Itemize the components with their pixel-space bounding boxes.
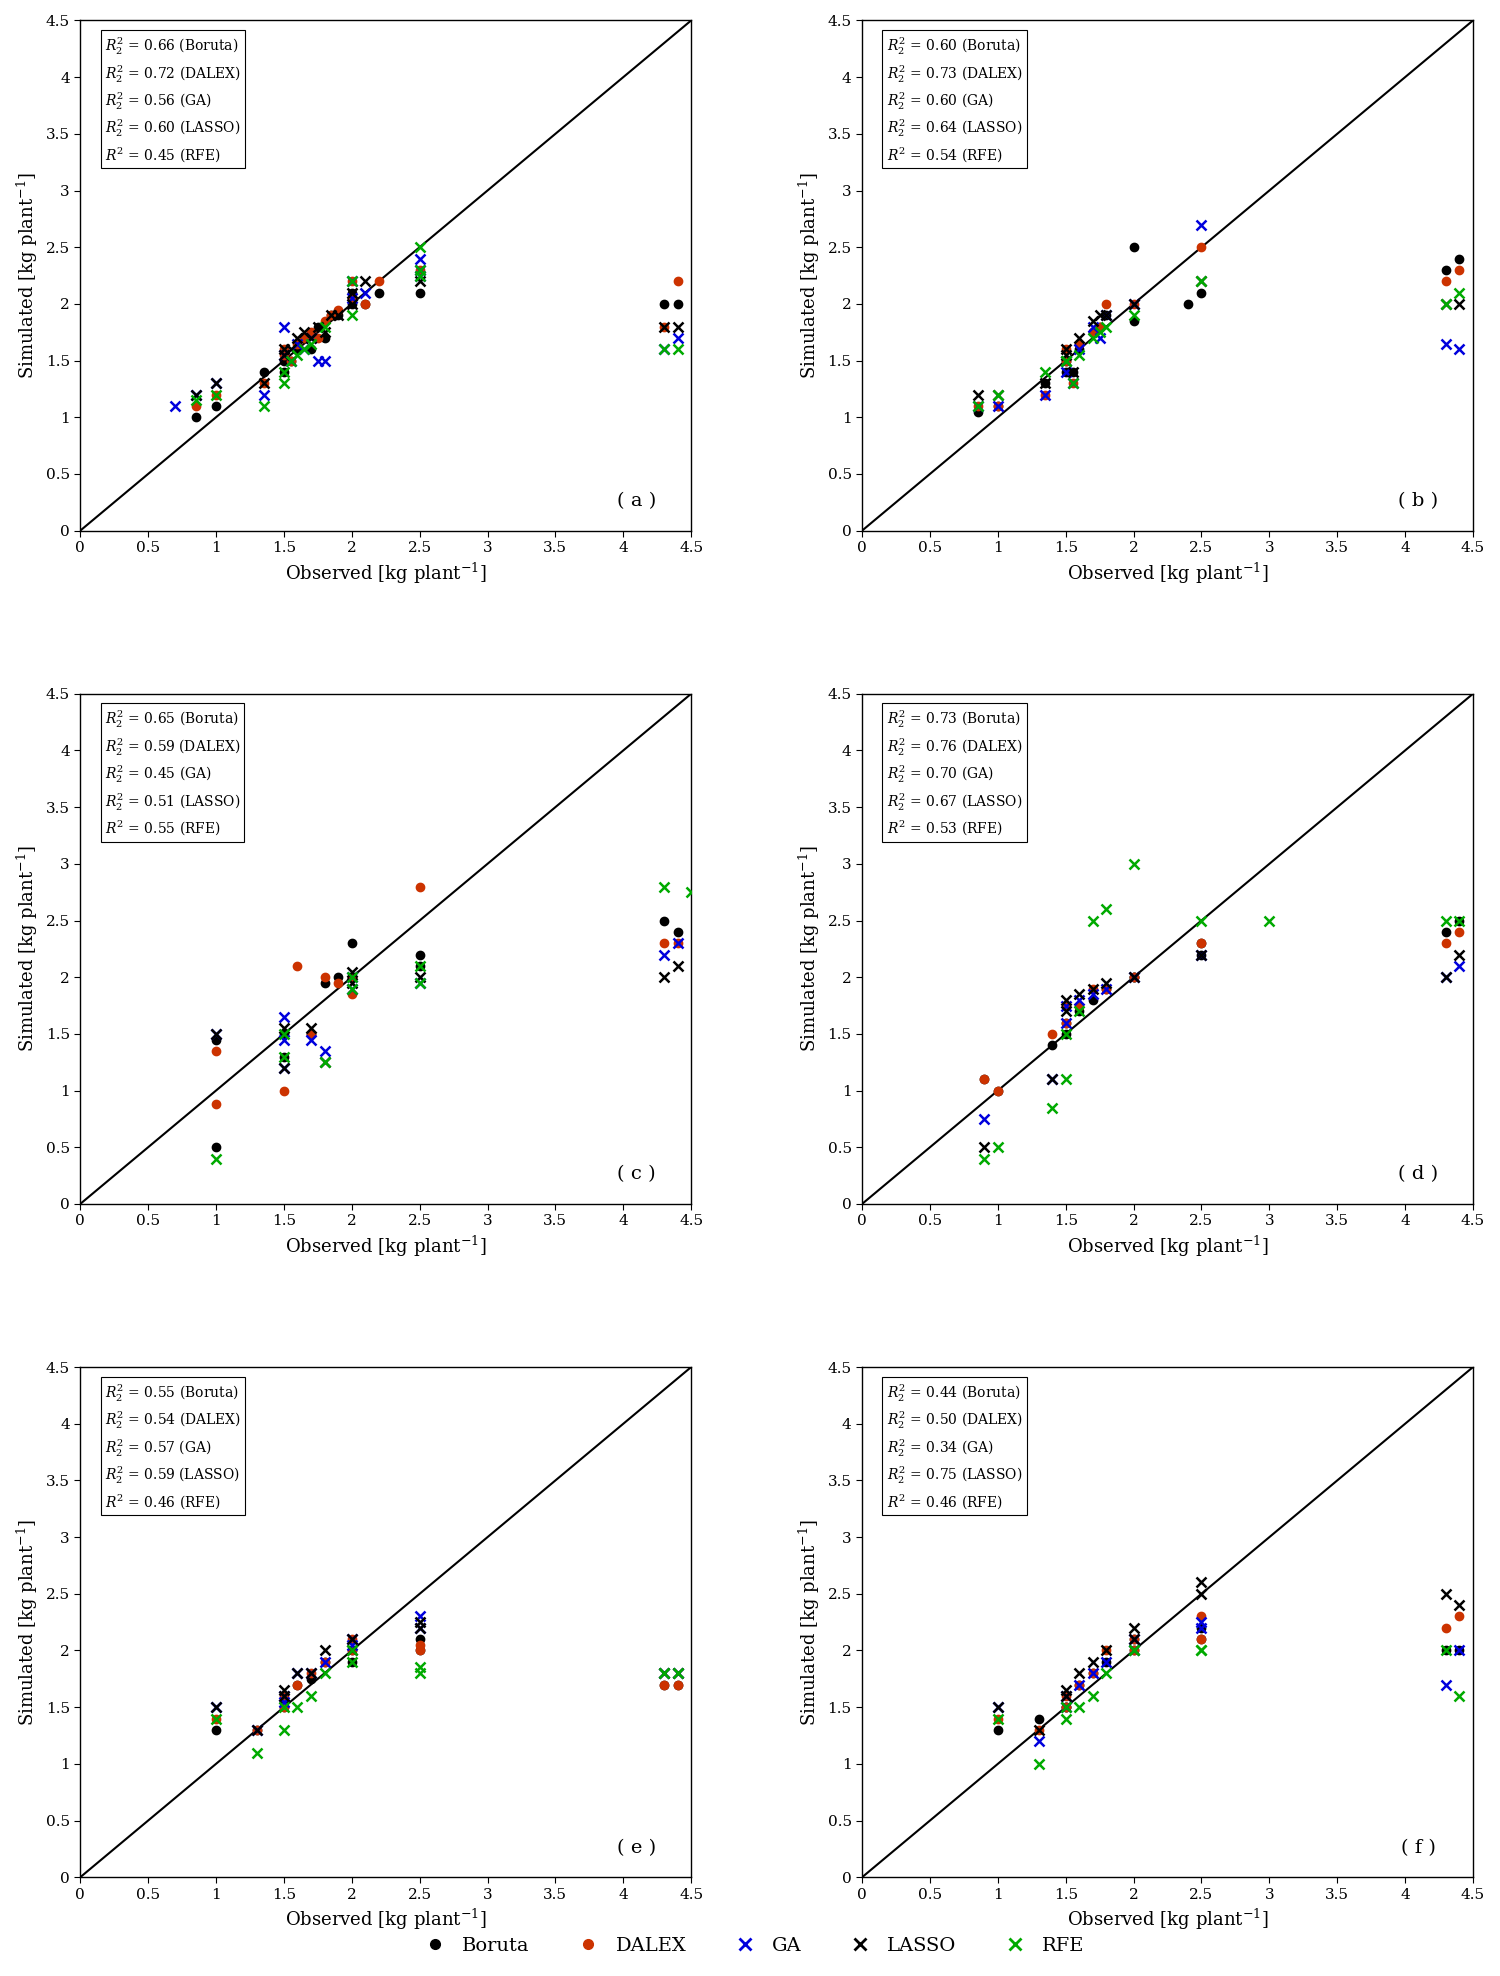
Text: ( e ): ( e ) — [616, 1840, 656, 1857]
Text: $R_2^2$ = 0.65 (Boruta)
$R_2^2$ = 0.59 (DALEX)
$R_2^2$ = 0.45 (GA)
$R_2^2$ = 0.5: $R_2^2$ = 0.65 (Boruta) $R_2^2$ = 0.59 (… — [105, 709, 240, 838]
Legend: Boruta, DALEX, GA, LASSO, RFE: Boruta, DALEX, GA, LASSO, RFE — [408, 1929, 1092, 1962]
Text: $R_2^2$ = 0.44 (Boruta)
$R_2^2$ = 0.50 (DALEX)
$R_2^2$ = 0.34 (GA)
$R_2^2$ = 0.7: $R_2^2$ = 0.44 (Boruta) $R_2^2$ = 0.50 (… — [886, 1383, 1023, 1512]
Y-axis label: Simulated [kg plant$^{-1}$]: Simulated [kg plant$^{-1}$] — [15, 846, 40, 1053]
Y-axis label: Simulated [kg plant$^{-1}$]: Simulated [kg plant$^{-1}$] — [15, 1520, 40, 1725]
Text: ( c ): ( c ) — [616, 1166, 656, 1184]
Y-axis label: Simulated [kg plant$^{-1}$]: Simulated [kg plant$^{-1}$] — [15, 172, 40, 379]
X-axis label: Observed [kg plant$^{-1}$]: Observed [kg plant$^{-1}$] — [285, 561, 486, 585]
Text: ( a ): ( a ) — [616, 492, 656, 510]
X-axis label: Observed [kg plant$^{-1}$]: Observed [kg plant$^{-1}$] — [285, 1233, 486, 1259]
Text: ( f ): ( f ) — [1401, 1840, 1435, 1857]
Text: $R_2^2$ = 0.60 (Boruta)
$R_2^2$ = 0.73 (DALEX)
$R_2^2$ = 0.60 (GA)
$R_2^2$ = 0.6: $R_2^2$ = 0.60 (Boruta) $R_2^2$ = 0.73 (… — [886, 36, 1023, 164]
Text: $R_2^2$ = 0.66 (Boruta)
$R_2^2$ = 0.72 (DALEX)
$R_2^2$ = 0.56 (GA)
$R_2^2$ = 0.6: $R_2^2$ = 0.66 (Boruta) $R_2^2$ = 0.72 (… — [105, 36, 242, 164]
Text: ( b ): ( b ) — [1398, 492, 1438, 510]
Y-axis label: Simulated [kg plant$^{-1}$]: Simulated [kg plant$^{-1}$] — [796, 846, 822, 1053]
Text: $R_2^2$ = 0.55 (Boruta)
$R_2^2$ = 0.54 (DALEX)
$R_2^2$ = 0.57 (GA)
$R_2^2$ = 0.5: $R_2^2$ = 0.55 (Boruta) $R_2^2$ = 0.54 (… — [105, 1383, 242, 1512]
X-axis label: Observed [kg plant$^{-1}$]: Observed [kg plant$^{-1}$] — [1066, 1907, 1269, 1933]
X-axis label: Observed [kg plant$^{-1}$]: Observed [kg plant$^{-1}$] — [1066, 1233, 1269, 1259]
X-axis label: Observed [kg plant$^{-1}$]: Observed [kg plant$^{-1}$] — [285, 1907, 486, 1933]
X-axis label: Observed [kg plant$^{-1}$]: Observed [kg plant$^{-1}$] — [1066, 561, 1269, 585]
Text: $R_2^2$ = 0.73 (Boruta)
$R_2^2$ = 0.76 (DALEX)
$R_2^2$ = 0.70 (GA)
$R_2^2$ = 0.6: $R_2^2$ = 0.73 (Boruta) $R_2^2$ = 0.76 (… — [886, 709, 1023, 838]
Y-axis label: Simulated [kg plant$^{-1}$]: Simulated [kg plant$^{-1}$] — [796, 172, 822, 379]
Y-axis label: Simulated [kg plant$^{-1}$]: Simulated [kg plant$^{-1}$] — [796, 1520, 822, 1725]
Text: ( d ): ( d ) — [1398, 1166, 1438, 1184]
